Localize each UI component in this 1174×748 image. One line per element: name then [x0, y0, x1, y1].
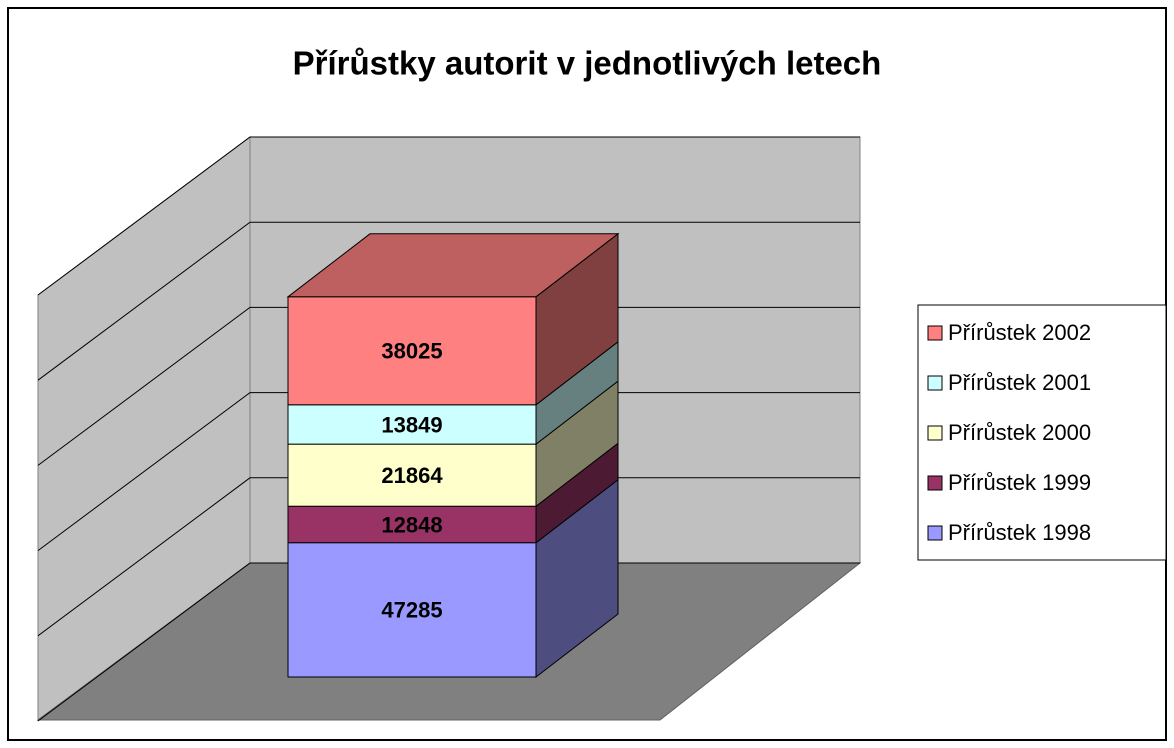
data-label: 12848: [381, 512, 442, 537]
legend-swatch: [927, 325, 943, 341]
legend-label: Přírůstek 1999: [948, 470, 1091, 495]
grid-line: [37, 136, 860, 296]
legend: Přírůstek 1998 Přírůstek 1999 Přírůstek 20…: [927, 320, 1091, 545]
bar: [287, 505, 537, 544]
legend-label: Přírůstek 2001: [948, 370, 1091, 395]
bar: [287, 542, 537, 678]
legend-label: Přírůstek 2000: [948, 420, 1091, 445]
data-label: 38025: [381, 339, 442, 364]
bar-top: [286, 233, 620, 298]
legend-box: [917, 304, 1167, 561]
grid-line: [37, 562, 860, 722]
bar: [287, 296, 537, 406]
bar: [287, 443, 537, 507]
data-label: 47285: [381, 598, 442, 623]
grid-line: [37, 392, 860, 552]
grid: [37, 136, 860, 722]
legend-label: Přírůstek 2002: [948, 320, 1091, 345]
bars: 47285 12848 21864 13849 38025: [286, 232, 620, 679]
data-label: 13849: [381, 412, 442, 437]
grid-line: [37, 306, 860, 466]
legend-swatch: [927, 475, 943, 491]
bar: [287, 404, 537, 445]
legend-label: Přírůstek 1998: [948, 520, 1091, 545]
data-label: 21864: [381, 463, 443, 488]
grid-line: [37, 221, 860, 381]
legend-swatch: [927, 525, 943, 541]
legend-swatch: [927, 375, 943, 391]
grid-line: [37, 477, 860, 637]
legend-swatch: [927, 425, 943, 441]
chart-title: Přírůstky autorit v jednotlivých letech: [293, 45, 882, 82]
